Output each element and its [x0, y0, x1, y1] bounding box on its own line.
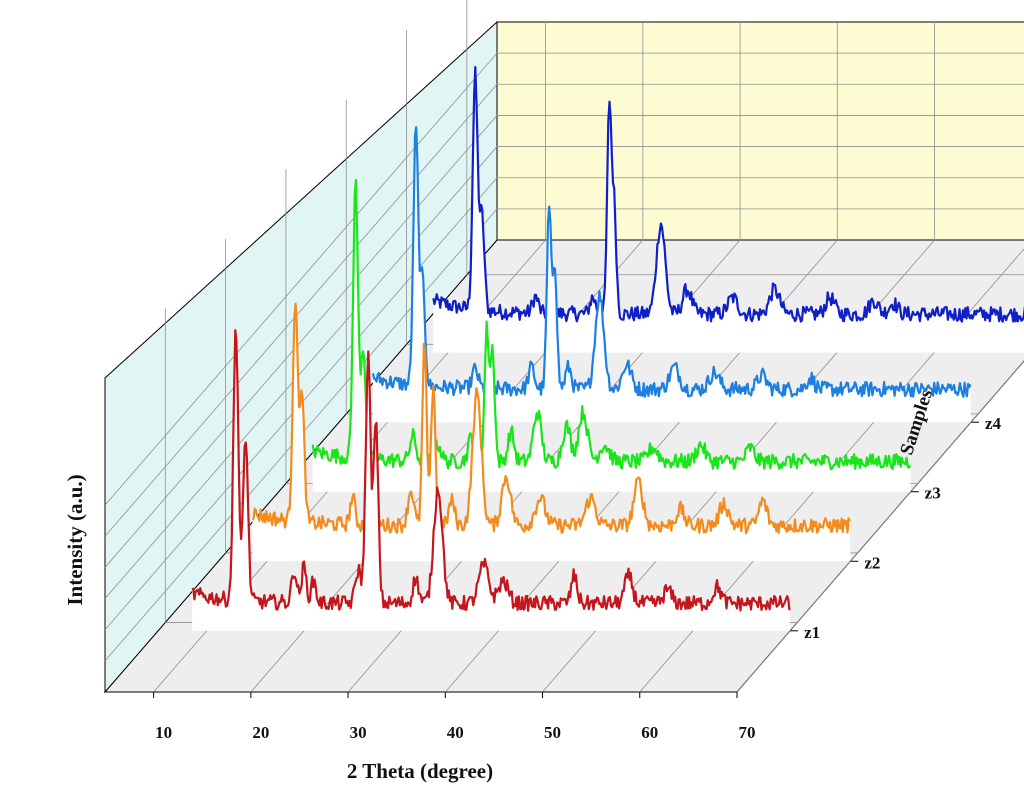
sample-label-z3: z3	[925, 484, 941, 503]
x-tick-label: 40	[447, 723, 464, 742]
side-grid-line	[104, 84, 498, 537]
x-tick-label: 70	[739, 723, 756, 742]
sample-label-z4: z4	[985, 414, 1002, 433]
series-backdrop-z5	[433, 67, 1024, 353]
series-line-z3	[311, 178, 912, 471]
series-backdrop-z2	[252, 303, 851, 562]
chart-series-group	[191, 66, 1024, 631]
x-tick-label: 20	[252, 723, 269, 742]
sample-axis-labels: z1z2z3z4z5	[790, 414, 1002, 642]
floor-grid-line	[736, 360, 1024, 693]
series-line-z4	[371, 126, 972, 398]
sample-label-z2: z2	[864, 553, 880, 572]
x-tick-label: 30	[350, 723, 367, 742]
x-axis-title: 2 Theta (degree)	[347, 759, 493, 783]
y-axis-title: Intensity (a.u.)	[63, 474, 87, 605]
back-wall	[496, 21, 1024, 241]
series-line-z5	[432, 66, 1024, 323]
side-grid-line	[104, 52, 498, 506]
x-tick-label: 50	[544, 723, 561, 742]
x-axis-ticks: 10 20 30 40 50 60 70	[153, 692, 756, 742]
series-backdrop-z3	[312, 180, 911, 492]
x-tick-label: 10	[155, 723, 172, 742]
series-line-z2	[251, 302, 851, 535]
sample-label-z1: z1	[804, 623, 820, 642]
side-grid-line	[104, 115, 498, 568]
series-line-z1	[191, 329, 791, 612]
side-grid-line	[104, 146, 498, 599]
x-tick-label: 60	[641, 723, 658, 742]
